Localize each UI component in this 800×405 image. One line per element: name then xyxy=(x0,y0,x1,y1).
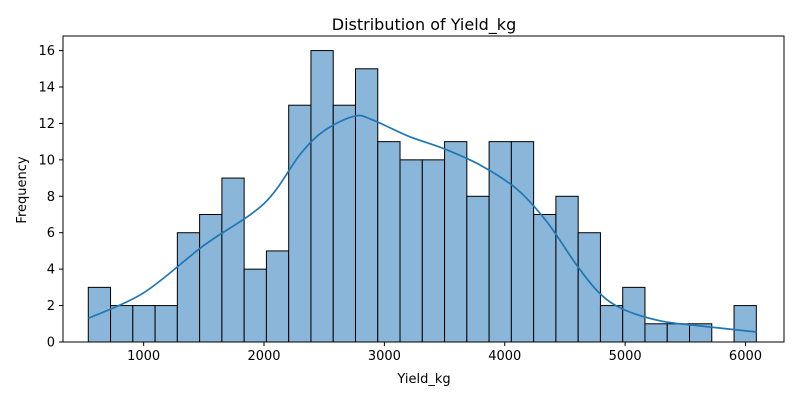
y-tick-label: 4 xyxy=(47,263,55,278)
histogram-bar xyxy=(666,323,691,343)
histogram-bar xyxy=(243,268,267,343)
histogram-bar xyxy=(599,305,624,343)
histogram-bar xyxy=(221,177,245,343)
x-axis-label: Yield_kg xyxy=(396,372,450,387)
x-tick-label: 6000 xyxy=(729,349,762,364)
kde-line xyxy=(87,114,757,333)
histogram-bar xyxy=(644,323,668,343)
y-axis-label: Frequency xyxy=(15,156,30,223)
histogram-bar xyxy=(199,214,223,343)
histogram-bar xyxy=(87,286,112,343)
histogram-bar xyxy=(176,232,201,343)
histogram-bar xyxy=(288,104,312,343)
histogram-bar xyxy=(421,159,446,343)
histogram-bar xyxy=(510,141,535,343)
x-tick-label: 5000 xyxy=(609,349,642,364)
x-tick-label: 1000 xyxy=(127,349,160,364)
histogram-bar xyxy=(154,305,178,343)
histogram-bar xyxy=(466,195,490,343)
y-axis-ticks: 0 2 4 6 8 10 12 14 16 xyxy=(38,44,63,351)
bars-group xyxy=(87,50,757,343)
x-tick-label: 4000 xyxy=(488,349,521,364)
histogram-bar xyxy=(533,214,557,343)
histogram-bar xyxy=(577,232,601,343)
x-axis-ticks: 1000 2000 3000 4000 5000 6000 xyxy=(127,342,762,364)
y-tick-label: 2 xyxy=(47,299,55,314)
x-tick-label: 2000 xyxy=(247,349,280,364)
y-tick-label: 6 xyxy=(47,226,55,241)
y-tick-label: 8 xyxy=(47,190,55,205)
y-tick-label: 0 xyxy=(47,336,55,351)
histogram-bar xyxy=(399,159,423,343)
histogram-bar xyxy=(310,50,334,343)
histogram-bar xyxy=(132,305,156,343)
chart-title: Distribution of Yield_kg xyxy=(332,15,516,35)
y-tick-label: 12 xyxy=(38,117,55,132)
histogram-bar xyxy=(555,195,579,343)
histogram-bar xyxy=(377,141,401,343)
y-tick-label: 16 xyxy=(38,44,55,59)
histogram-bar xyxy=(733,305,757,343)
y-tick-label: 14 xyxy=(38,81,55,96)
histogram-bar xyxy=(332,104,356,343)
histogram-bar xyxy=(265,250,290,343)
histogram-bar xyxy=(622,286,646,343)
histogram-bar xyxy=(110,305,134,343)
y-tick-label: 10 xyxy=(38,153,55,168)
histogram-bar xyxy=(354,68,379,343)
axes-frame xyxy=(62,35,785,343)
histogram-bar xyxy=(444,141,468,343)
x-tick-label: 3000 xyxy=(368,349,401,364)
